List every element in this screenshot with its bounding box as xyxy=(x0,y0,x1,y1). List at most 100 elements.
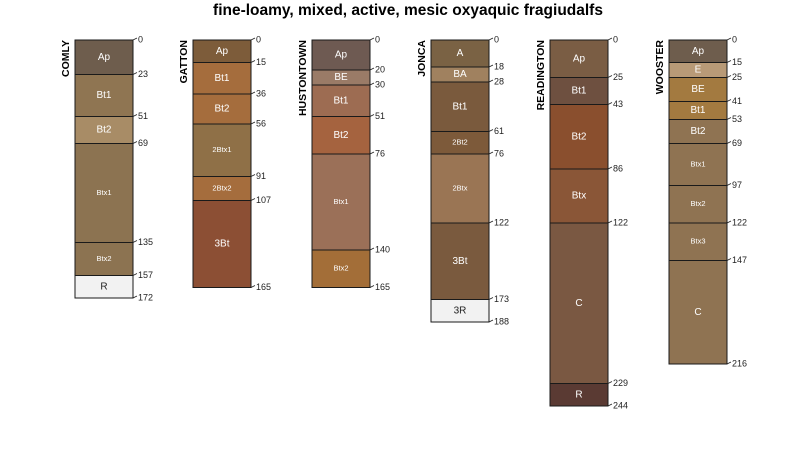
depth-label: 97 xyxy=(732,180,742,190)
depth-label: 20 xyxy=(375,64,385,74)
depth-tick xyxy=(250,198,256,201)
profile-name: GATTON xyxy=(178,40,190,83)
horizon-c xyxy=(668,260,728,365)
horizon-label: Btx2 xyxy=(96,254,111,263)
depth-label: 216 xyxy=(732,358,747,368)
depth-tick xyxy=(726,141,732,144)
depth-label: 18 xyxy=(494,61,504,71)
profile-name: HUSTONTOWN xyxy=(297,40,309,116)
depth-tick xyxy=(726,220,732,224)
profile-name: WOOSTER xyxy=(654,40,666,95)
horizon-ap xyxy=(549,39,609,78)
profile-name: JONCA xyxy=(416,40,428,77)
horizon-label: Bt1 xyxy=(214,73,229,84)
horizon-a xyxy=(430,39,490,68)
depth-label: 25 xyxy=(732,72,742,82)
depth-tick xyxy=(132,114,138,117)
depth-label: 23 xyxy=(138,69,148,79)
diagram-title: fine-loamy, mixed, active, mesic oxyaqui… xyxy=(213,2,603,19)
horizon-label: Bt2 xyxy=(690,126,705,137)
horizon-r xyxy=(549,383,609,407)
depth-label: 147 xyxy=(732,255,747,265)
depth-tick xyxy=(250,37,256,41)
depth-tick xyxy=(250,121,256,125)
horizon-label: Bt1 xyxy=(571,86,586,97)
horizon-label: Bt2 xyxy=(96,125,111,136)
horizon-btx2 xyxy=(311,249,371,288)
depth-label: 0 xyxy=(256,34,261,44)
horizon-bt1 xyxy=(430,81,490,132)
depth-tick xyxy=(726,99,732,102)
depth-tick xyxy=(607,102,613,105)
depth-tick xyxy=(132,273,138,276)
soil-profile-wooster: WOOSTER 0 Ap 15 E 25 BE 41 Bt1 53 Bt2 69 Btx1 97 Btx2 1… xyxy=(654,34,747,368)
depth-tick xyxy=(726,183,732,186)
depth-label: 0 xyxy=(494,34,499,44)
depth-label: 122 xyxy=(732,217,747,227)
depth-label: 172 xyxy=(138,292,153,302)
horizon-label: Ap xyxy=(216,46,229,57)
depth-label: 229 xyxy=(613,378,628,388)
depth-tick xyxy=(488,79,494,83)
depth-label: 15 xyxy=(732,57,742,67)
horizon-label: 2Btx xyxy=(452,183,467,192)
horizon-bt1 xyxy=(549,77,609,105)
horizon-btx1 xyxy=(74,143,134,243)
depth-label: 188 xyxy=(494,316,509,326)
depth-label: 107 xyxy=(256,195,271,205)
depth-tick xyxy=(369,285,375,288)
horizon-label: C xyxy=(694,307,701,318)
depth-label: 244 xyxy=(613,400,628,410)
horizon-label: Btx1 xyxy=(333,197,348,206)
profile-name: COMLY xyxy=(60,40,72,77)
profile-name: READINGTON xyxy=(535,40,547,110)
depth-tick xyxy=(488,220,494,224)
horizon-2btx1 xyxy=(192,123,252,177)
depth-tick xyxy=(250,91,256,95)
depth-tick xyxy=(369,67,375,71)
horizon-label: Btx3 xyxy=(690,237,705,246)
depth-tick xyxy=(607,75,613,78)
depth-tick xyxy=(250,60,256,63)
depth-tick xyxy=(488,319,494,323)
depth-tick xyxy=(726,75,732,78)
horizon-label: Ap xyxy=(573,53,586,64)
horizon-label: 2Btx2 xyxy=(212,183,231,192)
depth-label: 0 xyxy=(732,34,737,44)
depth-label: 51 xyxy=(138,111,148,121)
horizon-btx2 xyxy=(668,185,728,224)
horizon-label: Bt2 xyxy=(333,130,348,141)
depth-label: 15 xyxy=(256,57,266,67)
depth-label: 91 xyxy=(256,171,266,181)
depth-label: 173 xyxy=(494,294,509,304)
horizon-3r xyxy=(430,299,490,323)
depth-label: 56 xyxy=(256,118,266,128)
horizon-be xyxy=(668,77,728,102)
depth-label: 69 xyxy=(138,138,148,148)
horizon-label: Btx1 xyxy=(690,159,705,168)
depth-tick xyxy=(607,220,613,224)
depth-label: 165 xyxy=(375,282,390,292)
horizon-label: Btx2 xyxy=(333,264,348,273)
horizon-label: Bt2 xyxy=(571,131,586,142)
depth-label: 0 xyxy=(138,34,143,44)
soil-profile-gatton: GATTON 0 Ap 15 Bt1 36 Bt2 56 2Btx1 91 2Btx2 107 3Bt 1… xyxy=(178,34,271,292)
horizon-label: 3Bt xyxy=(214,239,229,250)
horizon-bt2 xyxy=(668,119,728,144)
horizon-ap xyxy=(311,39,371,71)
horizon-label: Ap xyxy=(335,50,348,61)
depth-tick xyxy=(607,381,613,384)
depth-label: 30 xyxy=(375,79,385,89)
depth-label: 157 xyxy=(138,270,153,280)
depth-tick xyxy=(132,72,138,75)
horizon-label: 3R xyxy=(454,305,467,316)
depth-label: 0 xyxy=(375,34,380,44)
horizon-label: Ap xyxy=(692,46,705,57)
depth-label: 135 xyxy=(138,237,153,247)
horizon-label: Bt1 xyxy=(333,95,348,106)
horizon-2btx xyxy=(430,153,490,224)
horizon-label: Btx1 xyxy=(96,188,111,197)
horizon-label: Btx2 xyxy=(690,199,705,208)
depth-tick xyxy=(726,37,732,41)
